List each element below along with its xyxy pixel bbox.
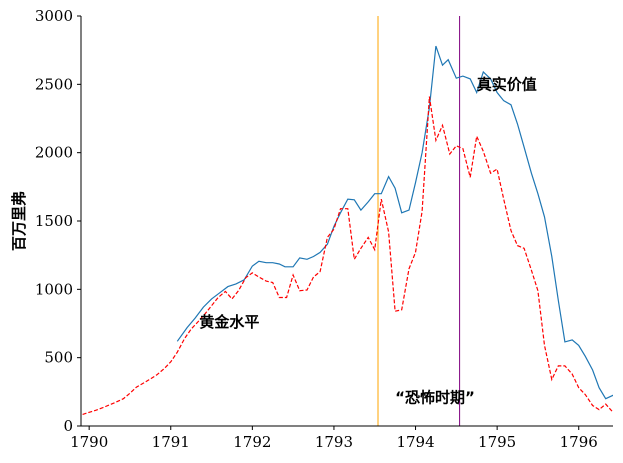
series-line-gold	[82, 96, 613, 415]
x-tick-label-1795: 1795	[478, 433, 516, 451]
y-tick-label-1000: 1000	[35, 280, 73, 298]
x-tick-label-1794: 1794	[396, 433, 434, 451]
x-tick-label-1793: 1793	[315, 433, 353, 451]
x-tick-label-1790: 1790	[70, 433, 108, 451]
axes: 百万里弗 0 500 1000 1500 2000 2500 3000 1790 1791 179…	[10, 7, 613, 451]
annotation-label_gold: 黄金水平	[199, 313, 259, 331]
y-tick-label-3000: 3000	[35, 7, 73, 25]
y-tick-label-2500: 2500	[35, 75, 73, 93]
y-tick-label-2000: 2000	[35, 144, 73, 162]
y-tick-label-1500: 1500	[35, 212, 73, 230]
annotation-label_terror: “恐怖时期”	[395, 388, 475, 406]
x-tick-label-1792: 1792	[233, 433, 271, 451]
series-line-real	[176, 45, 613, 400]
annotation-label_real: 真实价值	[477, 75, 537, 93]
x-tick-label-1791: 1791	[152, 433, 190, 451]
y-tick-label-0: 0	[63, 417, 73, 435]
x-tick-label-1796: 1796	[560, 433, 598, 451]
y-axis-label: 百万里弗	[10, 191, 28, 251]
y-tick-label-500: 500	[44, 349, 73, 367]
